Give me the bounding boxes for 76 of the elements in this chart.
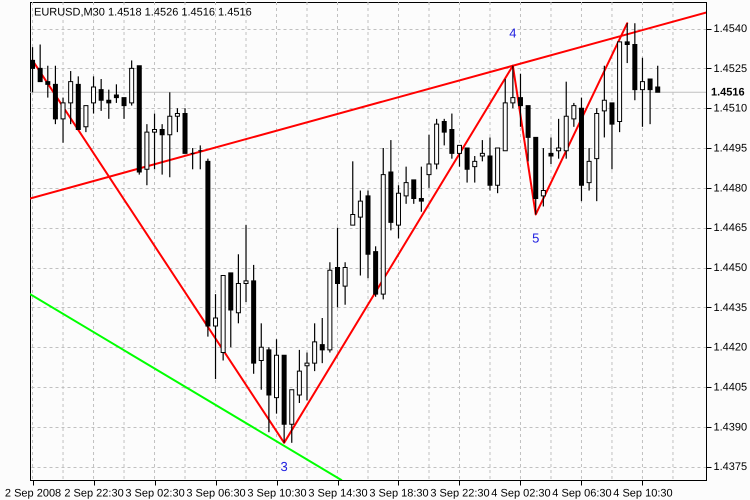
candlestick [68, 70, 74, 125]
y-tick-label: 1.4435 [714, 302, 748, 314]
x-tick-label: 3 Sep 18:30 [369, 488, 429, 500]
y-tick-label: 1.4465 [714, 222, 748, 234]
candlestick [648, 78, 653, 125]
candlestick [335, 227, 340, 308]
candlestick [38, 44, 43, 82]
candlestick [411, 179, 416, 204]
candlestick [174, 108, 180, 133]
y-tick-label: 1.4480 [714, 182, 748, 194]
candlestick [456, 144, 462, 168]
candlestick [91, 76, 96, 114]
x-tick-label: 2 Sep 2008 [4, 488, 62, 500]
x-tick-label: 3 Sep 10:30 [247, 488, 307, 500]
x-tick-label: 3 Sep 06:30 [186, 488, 246, 500]
ref-line-label: 1.4516 [711, 86, 745, 98]
candlestick [510, 65, 516, 109]
annotation: 4 [509, 26, 516, 41]
candlestick [540, 147, 546, 208]
candlestick [106, 89, 112, 120]
candlestick [586, 147, 592, 192]
candlestick [98, 78, 104, 112]
y-tick-label: 1.4540 [714, 23, 748, 36]
candlestick [556, 118, 562, 160]
candlestick [342, 262, 348, 306]
y-tick-label: 1.4525 [714, 62, 748, 75]
candlestick [655, 65, 660, 93]
x-tick-label: 4 Sep 10:30 [613, 488, 673, 500]
x-tick-label: 2 Sep 22:30 [64, 488, 124, 500]
y-tick-label: 1.4390 [714, 421, 748, 434]
candlestick [426, 134, 432, 188]
x-tick-label: 4 Sep 06:30 [552, 488, 612, 500]
candlestick [167, 92, 172, 178]
candlestick [418, 166, 424, 212]
y-tick-label: 1.4405 [714, 382, 748, 394]
candlestick [304, 352, 310, 401]
candlestick [114, 84, 119, 104]
candlestick [464, 147, 470, 184]
candlestick [602, 65, 607, 138]
candlestick [442, 118, 447, 146]
candlestick [640, 57, 645, 128]
candlestick [350, 160, 356, 226]
y-tick-label: 1.4495 [714, 142, 748, 155]
chart-title: EURUSD,M30 1.4518 1.4526 1.4516 1.4516 [34, 6, 252, 18]
candlestick [358, 190, 363, 276]
candlestick [60, 97, 66, 144]
candlestick [160, 124, 165, 176]
y-tick-label: 1.4510 [714, 102, 748, 115]
candlestick [122, 97, 127, 120]
candlestick [472, 155, 478, 184]
candlestick [83, 104, 88, 133]
y-tick-label: 1.4450 [714, 262, 748, 274]
y-tick-label: 1.4375 [714, 461, 748, 474]
candlestick [609, 102, 614, 170]
candlestick [45, 65, 50, 98]
candlestick [404, 166, 409, 204]
x-tick-label: 3 Sep 02:30 [125, 488, 185, 500]
candlestick [518, 73, 523, 128]
candlestick [244, 224, 249, 303]
candlestick [152, 112, 158, 170]
x-tick-label: 3 Sep 14:30 [308, 488, 368, 500]
annotation: 5 [532, 230, 540, 246]
candlestick [624, 22, 630, 64]
candlestick [480, 139, 485, 162]
candlestick [571, 102, 576, 128]
candlestick [320, 317, 325, 364]
candlestick [548, 136, 554, 165]
candlestick [258, 322, 264, 390]
candlestick [296, 349, 302, 404]
y-tick-label: 1.4420 [714, 342, 748, 354]
candlestick [449, 112, 454, 160]
annotation: 3 [280, 458, 288, 474]
x-tick-label: 3 Sep 22:30 [430, 488, 490, 500]
candlestick [312, 322, 318, 372]
candlestick [213, 294, 218, 380]
x-tick-label: 4 Sep 02:30 [491, 488, 551, 500]
